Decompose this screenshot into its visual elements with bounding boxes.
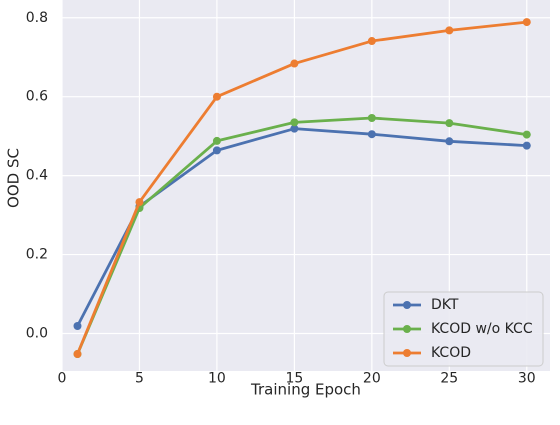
data-point-dkt [522, 141, 531, 150]
legend-swatch-marker [403, 301, 411, 309]
y-tick-label: 0.4 [26, 168, 48, 184]
data-point-kcod-w-o-kcc [290, 118, 299, 127]
legend-box [383, 291, 544, 367]
x-tick-label: 25 [440, 371, 458, 387]
legend-swatch-marker [403, 325, 411, 333]
y-tick-labels: 0.0 0.2 0.4 0.6 0.8 [26, 10, 48, 342]
legend: DKT KCOD w/o KCC KCOD [383, 291, 544, 367]
series-group [73, 18, 531, 359]
data-point-kcod [445, 26, 454, 35]
x-tick-label: 0 [58, 371, 67, 387]
data-point-kcod-w-o-kcc [445, 119, 454, 128]
y-axis-label: OOD SC [5, 148, 23, 208]
x-tick-label: 20 [363, 371, 381, 387]
y-tick-label: 0.8 [26, 10, 48, 26]
legend-label: KCOD w/o KCC [431, 321, 533, 337]
data-point-kcod [367, 37, 376, 46]
grid-lines [61, 0, 550, 371]
data-point-kcod [73, 350, 82, 359]
data-point-kcod [135, 198, 144, 207]
x-axis-label: Training Epoch [250, 381, 361, 399]
data-point-dkt [290, 124, 299, 133]
data-point-kcod-w-o-kcc [212, 136, 221, 145]
x-tick-label: 30 [518, 371, 536, 387]
data-point-dkt [212, 146, 221, 155]
y-tick-label: 0.6 [26, 89, 48, 105]
x-tick-label: 5 [135, 371, 144, 387]
x-tick-labels: 0 5 10 15 20 25 30 [58, 371, 536, 387]
data-point-kcod [522, 18, 531, 27]
x-tick-label: 10 [208, 371, 226, 387]
data-point-dkt [445, 137, 454, 146]
data-point-kcod [212, 92, 221, 101]
legend-swatch-marker [403, 349, 411, 357]
x-tick-label: 15 [285, 371, 303, 387]
data-point-dkt [73, 322, 82, 331]
data-point-dkt [367, 130, 376, 139]
legend-label: KCOD [431, 345, 471, 361]
data-point-kcod-w-o-kcc [367, 114, 376, 123]
data-point-kcod-w-o-kcc [522, 130, 531, 139]
legend-label: DKT [431, 297, 459, 313]
y-tick-label: 0.2 [26, 247, 48, 263]
y-tick-label: 0.0 [26, 326, 48, 342]
data-point-kcod [290, 59, 299, 68]
